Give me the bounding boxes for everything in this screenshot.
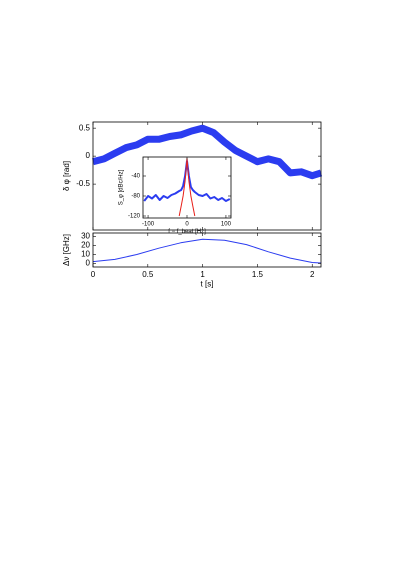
y-tick-label: -0.5 [76,179,90,188]
y-tick-label: 20 [81,241,90,250]
x-tick-label: 0 [185,222,189,228]
y-tick-label: -40 [131,174,140,180]
y-axis-label: Δν [GHz] [62,234,71,266]
data-line [92,124,323,180]
x-tick-label: 2 [310,270,315,279]
data-line [92,238,322,264]
y-tick-label: 0.5 [79,123,91,132]
x-tick-label: -100 [142,222,155,228]
x-tick-label: 1.5 [252,270,264,279]
axes-box [92,121,322,231]
x-tick-label: 100 [221,222,232,228]
x-tick-label: 0.5 [142,270,154,279]
y-tick-label: 0 [86,151,91,160]
x-axis-label: t [s] [201,280,214,289]
x-tick-label: 1 [200,270,205,279]
y-tick-label: 30 [81,232,90,241]
x-tick-label: 0 [91,270,96,279]
axes-box [92,232,322,268]
y-axis-label: δ φ [rad] [62,161,71,191]
y-tick-label: -80 [131,194,140,200]
y-tick-label: 10 [81,250,90,259]
y-axis-label: S_φ [dBc/Hz] [119,169,125,205]
y-tick-label: -120 [128,214,141,220]
y-tick-label: 0 [86,259,91,268]
x-axis-label: f − f_beat [Hz] [168,229,206,235]
